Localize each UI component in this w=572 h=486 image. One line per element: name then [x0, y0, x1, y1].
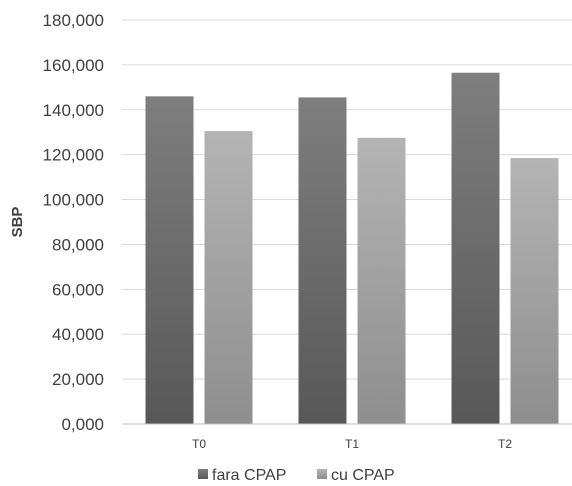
legend-swatch: [317, 469, 327, 479]
y-tick-label: 60,000: [52, 280, 104, 299]
bar-t0-series-2: [204, 131, 253, 424]
y-tick-label: 120,000: [43, 146, 104, 165]
y-tick-label: 80,000: [52, 235, 104, 254]
x-axis-ticks: T0 T1 T2: [192, 437, 512, 451]
bar-t2-series-2: [510, 158, 559, 425]
bar-t1-series-1: [298, 97, 347, 424]
legend-label: fara CPAP: [212, 467, 286, 484]
x-tick-label: T2: [498, 437, 512, 451]
y-tick-label: 100,000: [43, 191, 104, 210]
bar-t1-series-2: [357, 137, 406, 425]
y-tick-label: 40,000: [52, 325, 104, 344]
y-tick-label: 180,000: [43, 11, 104, 30]
bar-t0-series-1: [145, 96, 194, 425]
gridlines: [122, 19, 572, 380]
y-tick-label: 20,000: [52, 370, 104, 389]
legend: fara CPAP cu CPAP: [198, 467, 395, 484]
bar-t2-series-1: [451, 72, 500, 424]
y-tick-label: 160,000: [43, 56, 104, 75]
y-tick-label: 140,000: [43, 101, 104, 120]
x-tick-label: T0: [192, 437, 206, 451]
legend-label: cu CPAP: [331, 467, 395, 484]
legend-swatch: [198, 469, 208, 479]
y-axis-ticks: 0,000 20,000 40,000 60,000 80,000 100,000 120,…: [43, 11, 104, 434]
y-axis-title: SBP: [9, 207, 26, 238]
bars: [145, 72, 559, 425]
y-tick-label: 0,000: [61, 415, 104, 434]
x-tick-label: T1: [345, 437, 359, 451]
